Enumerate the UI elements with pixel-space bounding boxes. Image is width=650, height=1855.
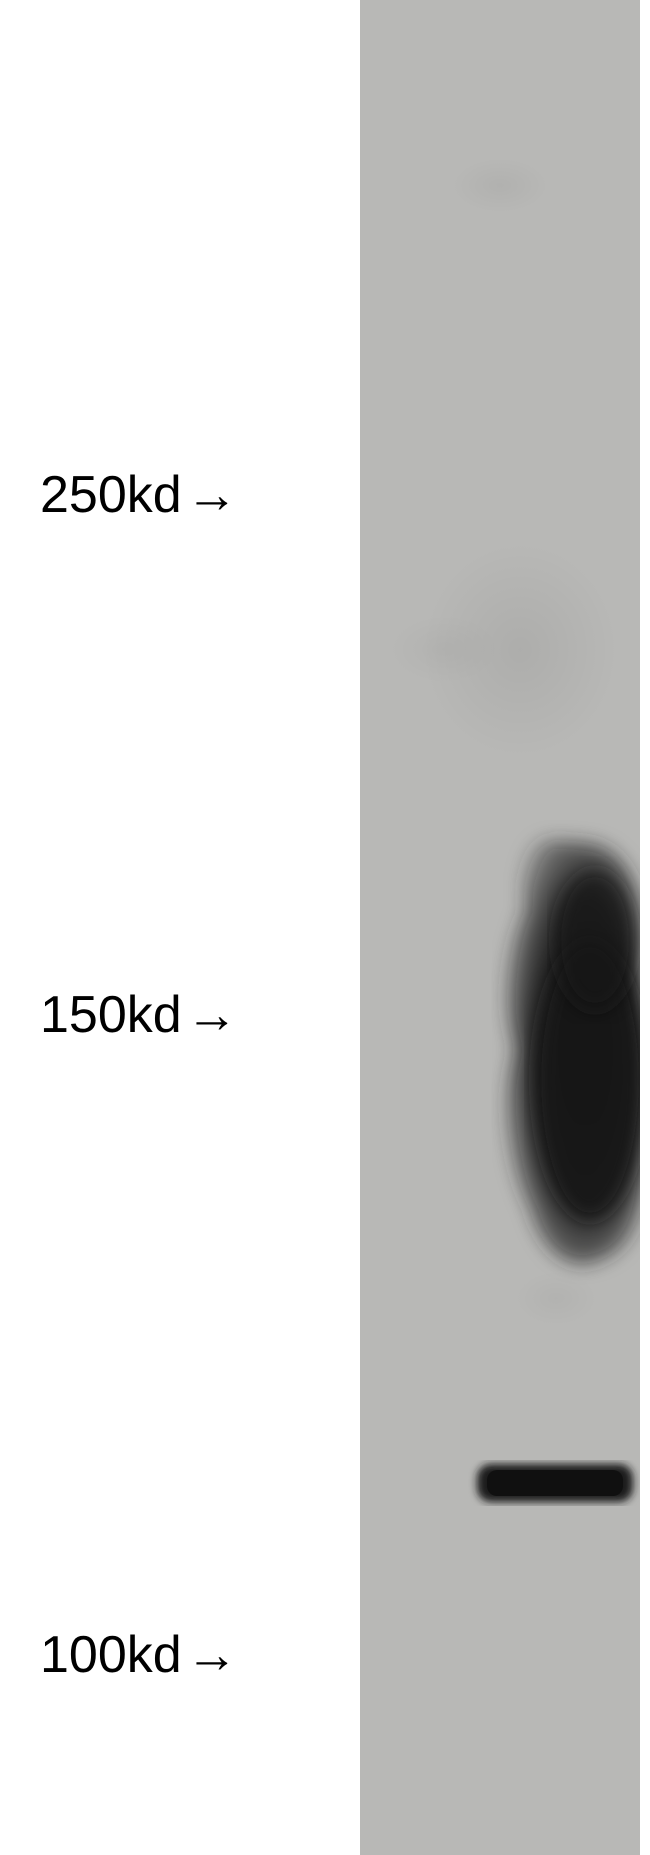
marker-label: 150kd: [40, 985, 182, 1045]
blot-figure: WWW.PTGLAB.COM 250kd → 150kd → 100kd →: [0, 0, 650, 1855]
main-smear-band: [470, 820, 640, 1290]
lower-band: [465, 1448, 640, 1523]
marker-label: 100kd: [40, 1625, 182, 1685]
mw-marker-100kd: 100kd →: [40, 1625, 238, 1685]
arrow-icon: →: [186, 465, 238, 525]
marker-label: 250kd: [40, 465, 182, 525]
arrow-icon: →: [186, 1625, 238, 1685]
blot-lane: [360, 0, 640, 1855]
arrow-icon: →: [186, 985, 238, 1045]
mw-marker-250kd: 250kd →: [40, 465, 238, 525]
mw-marker-150kd: 150kd →: [40, 985, 238, 1045]
faint-shading: [420, 540, 620, 760]
